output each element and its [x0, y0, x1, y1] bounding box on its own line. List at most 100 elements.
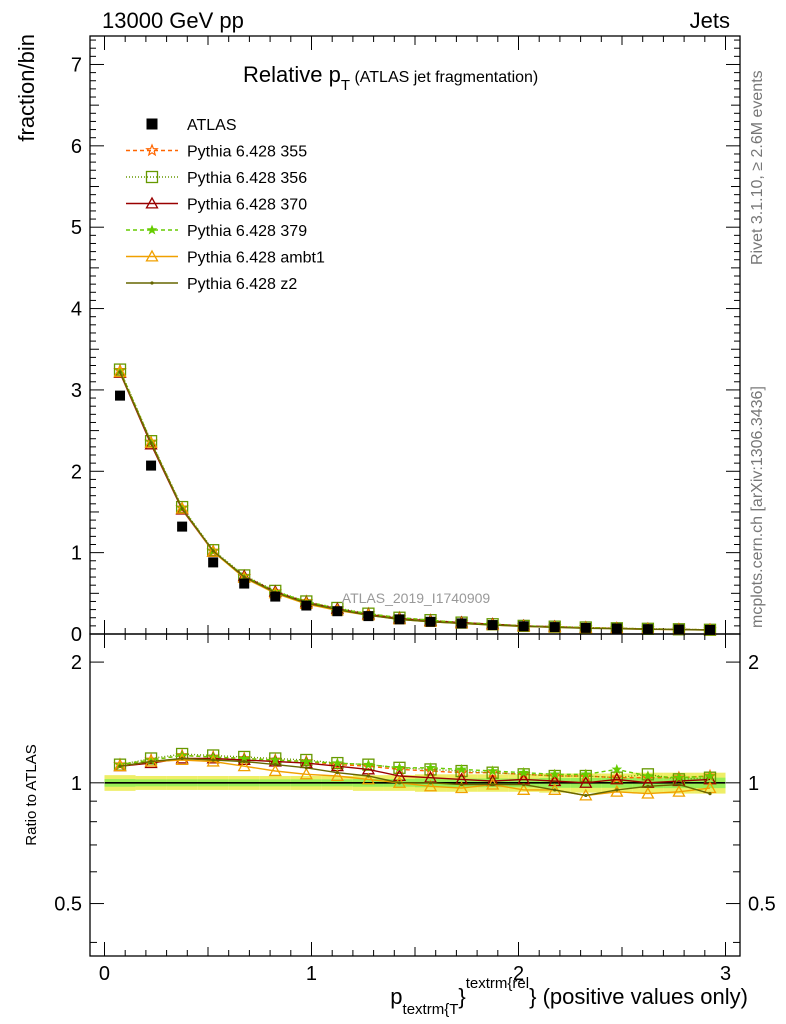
data-point	[677, 782, 681, 787]
x-label-p: p	[390, 984, 402, 1009]
y-tick-label: 2	[71, 461, 82, 483]
data-point	[144, 435, 158, 448]
plot-title: Relative pT (ATLAS jet fragmentation)	[243, 62, 538, 94]
data-point	[145, 249, 159, 262]
data-point	[615, 788, 619, 792]
legend-label: Pythia 6.428 ambt1	[187, 250, 325, 267]
y-tick-label: 3	[71, 380, 82, 402]
x-label-sup: textrm{rel	[466, 975, 529, 992]
data-point	[646, 784, 650, 788]
data-point	[206, 754, 220, 767]
y-tick-label: 4	[71, 299, 82, 321]
ratio-band-group	[104, 772, 726, 794]
jets-label: Jets	[690, 8, 730, 33]
data-point	[206, 751, 220, 764]
data-point	[518, 621, 529, 632]
ratio-series-line	[119, 759, 711, 797]
data-point	[553, 788, 557, 792]
data-point	[268, 764, 282, 777]
data-point	[518, 767, 529, 778]
ratio-y-tick-label-right: 2	[748, 652, 759, 674]
x-tick-label: 0	[99, 963, 110, 985]
legend-label: ATLAS	[187, 117, 237, 134]
data-point	[361, 772, 376, 785]
data-point	[269, 754, 281, 765]
data-point	[522, 782, 526, 787]
data-point	[304, 766, 308, 770]
data-point	[549, 622, 560, 633]
data-point	[242, 575, 246, 579]
series-line	[119, 371, 711, 631]
data-point	[146, 460, 157, 471]
data-point	[146, 118, 158, 130]
data-point	[175, 751, 189, 764]
data-point	[332, 757, 343, 768]
data-point	[145, 170, 159, 184]
data-point	[301, 600, 312, 611]
data-point	[237, 759, 251, 772]
data-point	[579, 775, 593, 788]
data-point	[704, 770, 716, 781]
y-tick-label: 7	[71, 54, 82, 76]
data-point	[425, 616, 436, 627]
data-point	[487, 620, 498, 631]
data-point	[584, 793, 588, 798]
rivet-version-label: Rivet 3.1.10, ≥ 2.6M events	[749, 70, 766, 265]
data-point	[332, 606, 343, 617]
analysis-tag: ATLAS_2019_I1740909	[342, 590, 491, 606]
data-point	[145, 143, 159, 157]
title-rest: (ATLAS jet fragmentation)	[350, 69, 538, 86]
data-point	[177, 521, 188, 532]
ratio-y-tick-label-right: 1	[748, 773, 759, 795]
y-tick-label: 0	[71, 624, 82, 646]
data-point	[363, 611, 374, 622]
legend: ATLAS Pythia 6.428 355 Pythia 6.428 356 Pyt…	[126, 117, 325, 293]
x-label-sub: textrm{T	[403, 1001, 459, 1018]
data-point	[208, 557, 219, 568]
data-point	[237, 753, 251, 766]
x-label-rest: } (positive values only)	[529, 984, 748, 1009]
data-point	[301, 756, 312, 766]
data-point	[144, 752, 158, 765]
data-point	[149, 441, 153, 445]
data-point	[146, 224, 158, 235]
ratio-frame	[89, 633, 741, 957]
data-point	[641, 786, 655, 799]
data-point	[149, 759, 153, 764]
data-point	[704, 624, 715, 635]
data-point	[335, 771, 339, 775]
data-point	[641, 768, 655, 781]
data-point	[145, 196, 159, 209]
legend-label: Pythia 6.428 370	[187, 197, 307, 214]
title-main: Relative p	[243, 62, 341, 87]
data-point	[211, 549, 215, 553]
energy-label: 13000 GeV pp	[102, 8, 244, 33]
data-point	[673, 772, 685, 783]
x-label-brace: }	[458, 984, 465, 1009]
y-tick-label: 5	[71, 217, 82, 239]
data-point	[642, 770, 654, 781]
mcplots-label: mcplots.cern.ch [arXiv:1306.3436]	[749, 386, 766, 628]
ratio-y-ticks: 0.5 0.5 1 1 2 2	[54, 652, 776, 943]
ratio-panel: 0.5 0.5 1 1 2 2 0 1 2 3	[54, 633, 776, 985]
data-point	[118, 370, 122, 374]
data-point	[206, 544, 220, 557]
x-tick-label: 1	[306, 963, 317, 985]
ratio-y-axis-label: Ratio to ATLAS	[23, 744, 40, 845]
data-point	[118, 764, 122, 768]
data-point	[175, 501, 189, 514]
data-point	[300, 753, 313, 767]
data-point	[113, 365, 127, 378]
legend-label: Pythia 6.428 379	[187, 223, 307, 240]
ratio-y-tick-label: 1	[71, 773, 82, 795]
data-point	[150, 281, 154, 285]
data-point	[611, 623, 622, 634]
data-point	[180, 756, 184, 761]
data-point	[580, 622, 591, 633]
y-tick-label: 1	[71, 543, 82, 565]
data-point	[397, 781, 402, 785]
main-y-ticks: 0 1 2 3 4 5 6 7	[71, 39, 740, 646]
data-point	[211, 758, 215, 762]
main-y-axis-label: fraction/bin	[14, 34, 39, 142]
